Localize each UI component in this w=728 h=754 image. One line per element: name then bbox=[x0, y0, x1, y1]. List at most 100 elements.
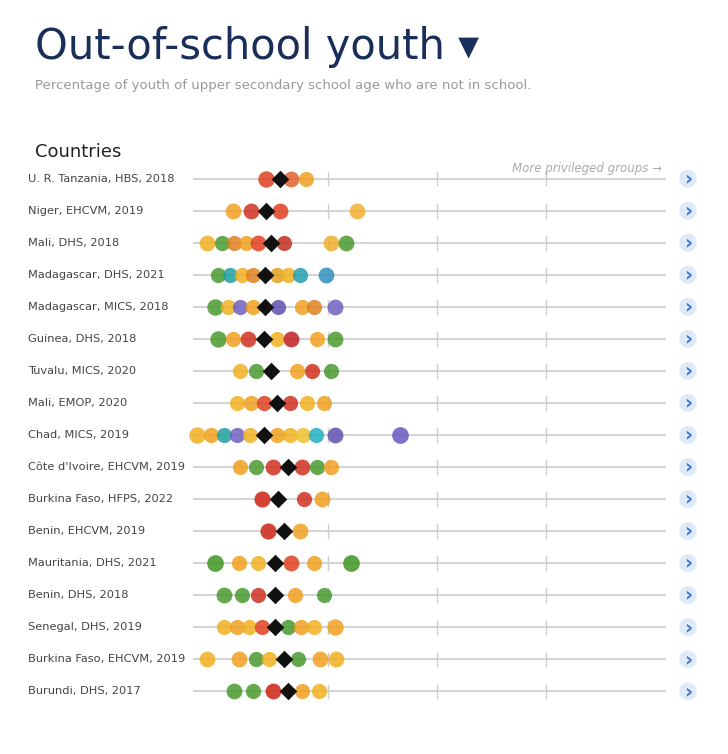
Point bbox=[218, 621, 230, 633]
Point bbox=[259, 301, 271, 313]
Text: ›: › bbox=[684, 297, 692, 317]
Text: ›: › bbox=[684, 394, 692, 412]
Point bbox=[269, 590, 281, 602]
Circle shape bbox=[679, 426, 697, 444]
Point bbox=[329, 429, 341, 441]
Point bbox=[245, 204, 257, 217]
Point bbox=[285, 173, 297, 185]
Text: ›: › bbox=[684, 618, 692, 637]
Point bbox=[329, 621, 341, 633]
Point bbox=[282, 621, 294, 633]
Text: Mali, EMOP, 2020: Mali, EMOP, 2020 bbox=[28, 398, 127, 408]
Point bbox=[311, 333, 323, 345]
Point bbox=[309, 557, 320, 569]
Point bbox=[218, 590, 230, 602]
Point bbox=[298, 493, 310, 505]
Point bbox=[291, 365, 303, 377]
Point bbox=[222, 301, 234, 313]
Point bbox=[284, 429, 296, 441]
Point bbox=[278, 653, 290, 666]
Point bbox=[205, 429, 217, 441]
Point bbox=[293, 653, 304, 666]
Text: Burundi, DHS, 2017: Burundi, DHS, 2017 bbox=[28, 686, 141, 697]
Point bbox=[224, 269, 236, 281]
Point bbox=[227, 333, 239, 345]
Point bbox=[271, 429, 282, 441]
Point bbox=[271, 333, 282, 345]
Point bbox=[351, 204, 363, 217]
Point bbox=[218, 429, 230, 441]
Point bbox=[311, 461, 323, 474]
Point bbox=[262, 525, 274, 537]
Text: ›: › bbox=[684, 201, 692, 220]
Text: Mauritania, DHS, 2021: Mauritania, DHS, 2021 bbox=[28, 558, 157, 569]
Point bbox=[242, 333, 253, 345]
Text: ›: › bbox=[684, 233, 692, 253]
Circle shape bbox=[679, 587, 697, 605]
Circle shape bbox=[679, 234, 697, 252]
Point bbox=[265, 365, 277, 377]
Text: U. R. Tanzania, HBS, 2018: U. R. Tanzania, HBS, 2018 bbox=[28, 173, 174, 184]
Text: Countries: Countries bbox=[35, 143, 122, 161]
Point bbox=[227, 204, 239, 217]
Point bbox=[329, 301, 341, 313]
Point bbox=[229, 237, 240, 249]
Point bbox=[395, 429, 406, 441]
Point bbox=[271, 269, 282, 281]
Point bbox=[233, 557, 245, 569]
Text: Senegal, DHS, 2019: Senegal, DHS, 2019 bbox=[28, 622, 141, 633]
Text: ›: › bbox=[684, 169, 692, 188]
Text: Burkina Faso, HFPS, 2022: Burkina Faso, HFPS, 2022 bbox=[28, 494, 173, 504]
Point bbox=[340, 237, 352, 249]
Circle shape bbox=[679, 394, 697, 412]
Point bbox=[331, 653, 342, 666]
Point bbox=[306, 365, 317, 377]
Text: Benin, EHCVM, 2019: Benin, EHCVM, 2019 bbox=[28, 526, 145, 536]
Point bbox=[253, 557, 264, 569]
Text: Out-of-school youth ▾: Out-of-school youth ▾ bbox=[35, 26, 479, 69]
Point bbox=[345, 557, 357, 569]
Point bbox=[274, 204, 286, 217]
Point bbox=[234, 301, 246, 313]
Text: Tuvalu, MICS, 2020: Tuvalu, MICS, 2020 bbox=[28, 366, 136, 376]
Point bbox=[245, 429, 256, 441]
Point bbox=[325, 365, 337, 377]
Point bbox=[282, 269, 294, 281]
Point bbox=[253, 237, 264, 249]
Point bbox=[245, 397, 257, 409]
Text: ›: › bbox=[684, 553, 692, 573]
Point bbox=[250, 365, 262, 377]
Circle shape bbox=[679, 650, 697, 669]
Point bbox=[274, 173, 286, 185]
Circle shape bbox=[679, 298, 697, 316]
Text: Mali, DHS, 2018: Mali, DHS, 2018 bbox=[28, 238, 119, 248]
Text: Niger, EHCVM, 2019: Niger, EHCVM, 2019 bbox=[28, 206, 143, 216]
Point bbox=[258, 333, 269, 345]
Point bbox=[297, 429, 309, 441]
Point bbox=[213, 269, 224, 281]
Point bbox=[267, 685, 279, 697]
Point bbox=[272, 493, 284, 505]
Point bbox=[216, 237, 228, 249]
Point bbox=[300, 173, 312, 185]
Point bbox=[258, 397, 269, 409]
Point bbox=[282, 685, 293, 697]
Circle shape bbox=[679, 554, 697, 572]
Circle shape bbox=[679, 170, 697, 188]
Point bbox=[269, 557, 281, 569]
Point bbox=[248, 301, 259, 313]
Point bbox=[256, 493, 268, 505]
Point bbox=[265, 237, 277, 249]
Point bbox=[320, 269, 332, 281]
Point bbox=[318, 590, 330, 602]
Text: ›: › bbox=[684, 361, 692, 381]
Point bbox=[314, 653, 326, 666]
Point bbox=[250, 653, 262, 666]
Text: Madagascar, MICS, 2018: Madagascar, MICS, 2018 bbox=[28, 302, 168, 312]
Point bbox=[310, 429, 322, 441]
Text: ›: › bbox=[684, 650, 692, 669]
Point bbox=[278, 525, 290, 537]
Circle shape bbox=[679, 201, 697, 220]
Point bbox=[191, 429, 202, 441]
Point bbox=[250, 461, 262, 474]
